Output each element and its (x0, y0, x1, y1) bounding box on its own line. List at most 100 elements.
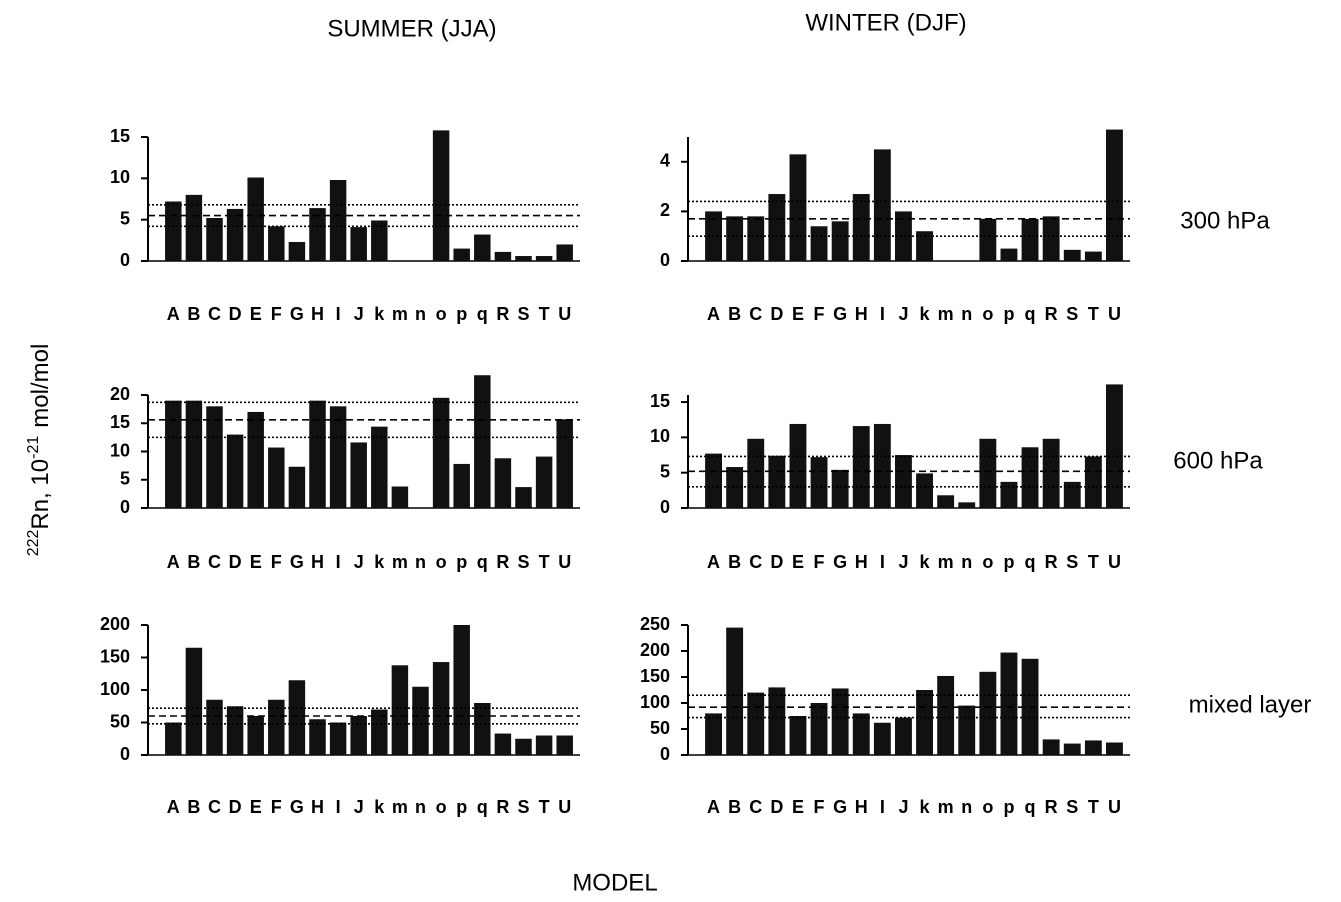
x-tick-label: m (938, 552, 954, 572)
bar (206, 406, 223, 508)
x-tick-label: F (271, 304, 282, 324)
y-tick-label: 15 (110, 126, 130, 146)
y-tick-label: 50 (110, 711, 130, 731)
bar (329, 722, 347, 755)
bar (535, 256, 553, 261)
bar (895, 211, 912, 261)
x-tick-label: F (271, 797, 282, 817)
bar (165, 722, 182, 755)
y-tick-label: 200 (100, 614, 130, 634)
bar (916, 231, 933, 261)
bar (474, 234, 491, 261)
bar (391, 486, 409, 508)
bar (1063, 743, 1081, 755)
x-tick-label: A (167, 304, 180, 324)
bar (747, 692, 765, 755)
bar (937, 675, 955, 755)
x-tick-label: J (898, 552, 908, 572)
x-tick-label: p (456, 552, 467, 572)
bar (165, 400, 182, 508)
bar (515, 487, 532, 508)
x-tick-label: T (539, 552, 550, 572)
bar (1042, 438, 1060, 508)
bar (474, 703, 491, 755)
bar (515, 256, 532, 261)
bar (1084, 251, 1102, 261)
bar (810, 457, 828, 508)
y-tick-label: 5 (120, 208, 130, 228)
x-tick-label: J (354, 552, 364, 572)
x-tick-label: J (898, 797, 908, 817)
bar (391, 665, 409, 755)
bar (288, 466, 306, 508)
y-tick-label: 2 (660, 200, 670, 220)
x-tick-label: G (833, 304, 847, 324)
x-tick-label: p (456, 797, 467, 817)
bar (810, 226, 828, 261)
bar (789, 716, 807, 755)
y-tick-label: 0 (120, 250, 130, 270)
x-tick-label: J (354, 797, 364, 817)
bar (268, 447, 285, 508)
x-tick-label: B (728, 304, 741, 324)
x-tick-label: H (311, 304, 324, 324)
x-tick-label: E (250, 797, 262, 817)
x-tick-label: D (229, 304, 242, 324)
x-tick-label: S (517, 304, 529, 324)
x-tick-label: m (938, 797, 954, 817)
bar (185, 647, 203, 755)
bar (747, 438, 765, 508)
x-tick-label: A (707, 304, 720, 324)
y-tick-label: 20 (110, 384, 130, 404)
bar (226, 434, 244, 508)
bar (895, 455, 912, 508)
x-tick-label: U (558, 552, 571, 572)
bar (329, 179, 347, 261)
x-tick-label: o (982, 797, 993, 817)
bar (1063, 249, 1081, 261)
bar (1106, 384, 1123, 508)
x-tick-label: A (707, 797, 720, 817)
bar (309, 719, 326, 755)
x-tick-label: S (1066, 304, 1078, 324)
x-tick-label: R (1045, 304, 1058, 324)
x-tick-label: k (920, 797, 931, 817)
bar (873, 149, 891, 261)
bar (247, 411, 264, 508)
row-label: mixed layer (1189, 691, 1312, 718)
bar (1021, 447, 1039, 508)
x-tick-label: n (415, 304, 426, 324)
bar (747, 216, 765, 261)
x-tick-label: T (1088, 552, 1099, 572)
x-tick-label: D (229, 552, 242, 572)
x-tick-label: R (496, 304, 509, 324)
x-tick-label: q (477, 797, 488, 817)
bar (831, 688, 849, 755)
bar (412, 686, 429, 755)
bar (474, 375, 491, 508)
bar (1021, 218, 1039, 261)
x-tick-label: R (496, 552, 509, 572)
y-tick-label: 200 (640, 640, 670, 660)
bar (810, 703, 828, 755)
bar (895, 717, 912, 755)
x-tick-label: D (770, 797, 783, 817)
bar (268, 226, 285, 261)
x-tick-label: G (290, 552, 304, 572)
bar (432, 397, 450, 508)
x-tick-label: m (392, 797, 408, 817)
bar (535, 735, 553, 755)
x-tick-label: p (1003, 797, 1014, 817)
x-tick-label: R (1045, 552, 1058, 572)
bar (937, 495, 955, 508)
x-tick-label: B (728, 552, 741, 572)
x-tick-label: q (477, 304, 488, 324)
x-tick-label: F (271, 552, 282, 572)
x-tick-label: q (477, 552, 488, 572)
bar (288, 241, 306, 261)
x-tick-label: R (496, 797, 509, 817)
bar (494, 458, 512, 508)
y-tick-label: 10 (110, 167, 130, 187)
x-tick-label: m (392, 552, 408, 572)
bar (831, 469, 849, 508)
